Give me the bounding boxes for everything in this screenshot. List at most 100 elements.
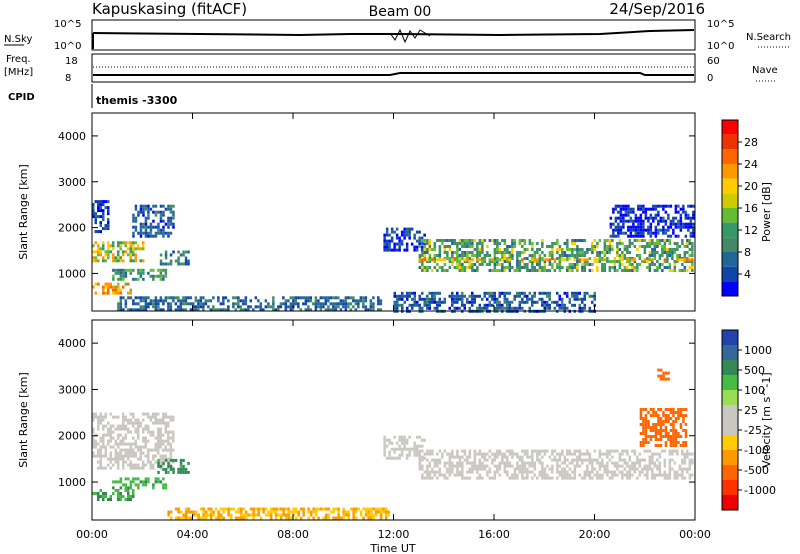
- velocity-range-gate-cell: [523, 461, 527, 465]
- power-range-gate-cell: [664, 204, 668, 208]
- velocity-range-gate-cell: [598, 452, 602, 456]
- power-range-gate-cell: [97, 250, 100, 254]
- power-range-gate-cell: [646, 245, 649, 248]
- velocity-range-gate-cell: [659, 377, 663, 381]
- power-range-gate-cell: [521, 306, 524, 310]
- power-range-gate-cell: [481, 239, 484, 242]
- velocity-range-gate-cell: [466, 470, 469, 474]
- velocity-range-gate-cell: [164, 430, 167, 434]
- power-range-gate-cell: [521, 260, 524, 263]
- velocity-range-gate-cell: [571, 452, 574, 456]
- velocity-range-gate-cell: [149, 415, 152, 419]
- power-range-gate-cell: [426, 239, 429, 242]
- velocity-range-gate-cell: [139, 466, 142, 470]
- velocity-range-gate-cell: [652, 423, 655, 426]
- velocity-range-gate-cell: [683, 461, 687, 465]
- power-range-gate-cell: [222, 296, 225, 300]
- power-range-gate-cell: [102, 259, 105, 263]
- power-range-gate-cell: [134, 225, 138, 229]
- power-range-gate-cell: [483, 303, 486, 307]
- velocity-range-gate-cell: [543, 452, 547, 456]
- power-range-gate-cell: [122, 308, 125, 312]
- velocity-range-gate-cell: [573, 449, 577, 453]
- velocity-range-gate-cell: [124, 489, 127, 492]
- power-range-gate-cell: [666, 239, 669, 242]
- power-range-gate-cell: [458, 263, 462, 266]
- power-range-gate-cell: [147, 271, 150, 275]
- velocity-range-gate-cell: [688, 452, 692, 456]
- power-range-gate-cell: [421, 254, 424, 257]
- power-range-gate-cell: [232, 305, 235, 309]
- velocity-range-gate-cell: [663, 461, 667, 465]
- power-range-gate-cell: [132, 241, 135, 245]
- velocity-range-gate-cell: [563, 461, 567, 465]
- power-range-gate-cell: [644, 213, 648, 217]
- power-range-gate-cell: [102, 244, 105, 248]
- velocity-range-gate-cell: [573, 467, 577, 471]
- velocity-range-gate-cell: [359, 510, 363, 514]
- velocity-range-gate-cell: [476, 476, 479, 480]
- velocity-range-gate-cell: [448, 455, 452, 459]
- velocity-range-gate-cell: [663, 458, 667, 462]
- velocity-range-gate-cell: [262, 510, 265, 514]
- power-range-gate-cell: [536, 300, 539, 304]
- velocity-range-gate-cell: [162, 457, 165, 461]
- velocity-range-gate-cell: [302, 513, 305, 517]
- velocity-range-gate-cell: [682, 420, 685, 423]
- velocity-range-gate-cell: [99, 439, 102, 443]
- power-range-gate-cell: [396, 294, 399, 298]
- power-range-gate-cell: [393, 245, 396, 249]
- power-range-gate-cell: [674, 216, 678, 220]
- power-range-gate-cell: [511, 306, 514, 310]
- power-range-gate-cell: [122, 296, 125, 300]
- power-range-gate-cell: [508, 266, 512, 269]
- velocity-range-gate-cell: [99, 436, 102, 440]
- velocity-range-gate-cell: [162, 448, 165, 452]
- power-range-gate-cell: [659, 204, 663, 208]
- power-range-gate-cell: [692, 231, 695, 235]
- power-range-gate-cell: [523, 294, 526, 298]
- velocity-range-gate-cell: [611, 476, 614, 480]
- power-range-gate-cell: [583, 269, 587, 272]
- power-range-gate-cell: [688, 258, 692, 262]
- power-range-gate-cell: [122, 253, 125, 257]
- velocity-range-gate-cell: [347, 516, 350, 520]
- power-range-gate-cell: [556, 248, 559, 251]
- velocity-range-gate-cell: [147, 448, 150, 452]
- power-range-gate-cell: [656, 260, 659, 263]
- velocity-range-gate-cell: [679, 414, 683, 417]
- power-range-gate-cell: [641, 239, 644, 242]
- power-range-gate-cell: [513, 269, 517, 272]
- power-range-gate-cell: [438, 297, 441, 301]
- colorbar-segment: [722, 193, 738, 208]
- power-range-gate-cell: [608, 239, 612, 242]
- power-range-gate-cell: [401, 291, 404, 295]
- velocity-range-gate-cell: [167, 461, 170, 465]
- velocity-range-gate-cell: [114, 448, 117, 452]
- power-range-gate-cell: [132, 302, 135, 306]
- velocity-range-gate-cell: [458, 455, 462, 459]
- velocity-range-gate-cell: [202, 507, 205, 511]
- velocity-range-gate-cell: [129, 412, 132, 416]
- power-range-gate-cell: [272, 299, 275, 303]
- velocity-range-gate-cell: [438, 467, 442, 471]
- power-range-gate-cell: [573, 254, 577, 257]
- power-range-gate-cell: [546, 300, 549, 304]
- power-range-gate-cell: [678, 254, 682, 257]
- velocity-range-gate-cell: [182, 470, 185, 474]
- power-range-gate-cell: [344, 308, 348, 312]
- velocity-range-gate-cell: [119, 498, 122, 501]
- velocity-range-gate-cell: [681, 452, 684, 456]
- power-range-gate-cell: [112, 244, 115, 248]
- velocity-range-gate-cell: [673, 476, 677, 480]
- velocity-range-gate-cell: [466, 455, 469, 459]
- velocity-range-gate-cell: [642, 429, 645, 432]
- velocity-range-gate-cell: [498, 449, 502, 453]
- power-range-gate-cell: [357, 302, 360, 306]
- power-range-gate-cell: [104, 291, 107, 295]
- velocity-range-gate-cell: [448, 467, 452, 471]
- velocity-range-gate-cell: [676, 452, 679, 456]
- nsky-panel-frame: [91, 19, 696, 51]
- velocity-range-gate-cell: [99, 457, 102, 461]
- power-range-gate-cell: [137, 244, 140, 248]
